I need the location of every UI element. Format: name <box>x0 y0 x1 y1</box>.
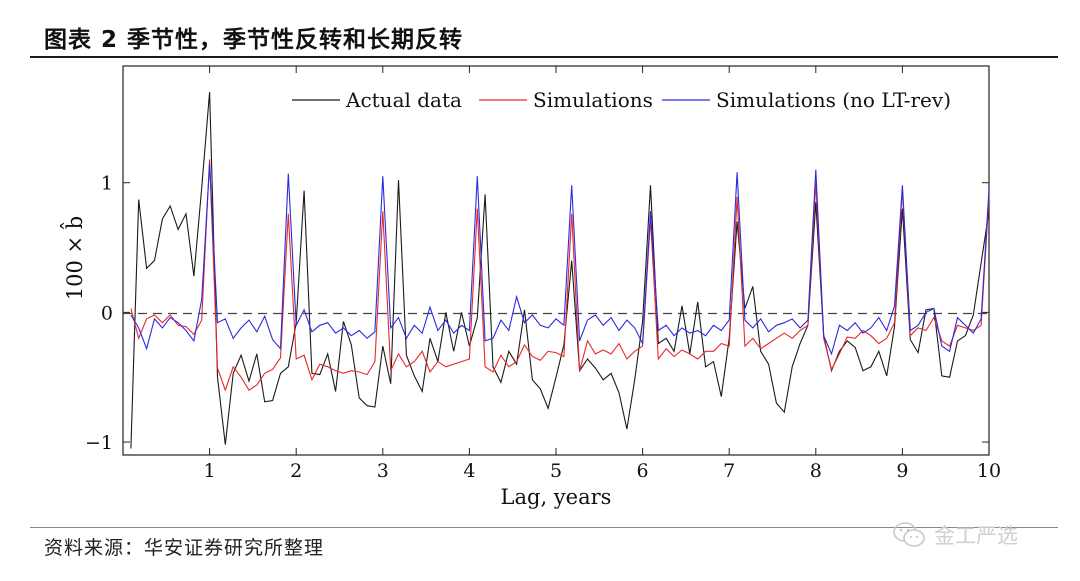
source-rule <box>30 527 1058 528</box>
x-tick-label: 5 <box>550 460 562 482</box>
x-tick-label: 1 <box>204 460 216 482</box>
y-axis-label: 100 × b̂ <box>60 216 87 300</box>
y-ticks: −1 0 1 <box>85 173 989 454</box>
y-tick-label: 0 <box>101 302 113 324</box>
watermark-text: 金工严选 <box>934 524 1018 548</box>
series-line-simulations <box>130 159 990 392</box>
y-tick-label: −1 <box>85 432 113 454</box>
figure-title: 图表 2 季节性，季节性反转和长期反转 <box>44 27 464 53</box>
x-tick-label: 10 <box>977 460 1001 482</box>
legend: Actual data Simulations Simulations (no … <box>292 88 951 112</box>
legend-label-simulations-no-lt-rev: Simulations (no LT-rev) <box>716 88 951 112</box>
x-tick-label: 8 <box>810 460 822 482</box>
title-rule <box>30 56 1058 58</box>
legend-label-actual-data: Actual data <box>345 88 462 112</box>
x-tick-label: 3 <box>377 460 389 482</box>
series-line-actual-data <box>130 91 990 449</box>
x-tick-label: 7 <box>723 460 735 482</box>
watermark: 金工严选 <box>892 520 1018 550</box>
legend-label-simulations: Simulations <box>533 88 653 112</box>
y-tick-label: 1 <box>101 173 113 195</box>
plot-frame <box>122 65 990 456</box>
wechat-icon <box>893 522 925 547</box>
x-tick-label: 2 <box>290 460 302 482</box>
x-tick-label: 9 <box>896 460 908 482</box>
x-axis-label: Lag, years <box>501 485 612 509</box>
source-note: 资料来源：华安证券研究所整理 <box>44 537 325 559</box>
series-line-simulations-no-lt-rev <box>130 163 990 356</box>
x-tick-label: 4 <box>463 460 475 482</box>
x-tick-label: 6 <box>637 460 649 482</box>
x-ticks: 1 2 3 4 5 6 7 8 9 10 <box>204 66 1001 482</box>
